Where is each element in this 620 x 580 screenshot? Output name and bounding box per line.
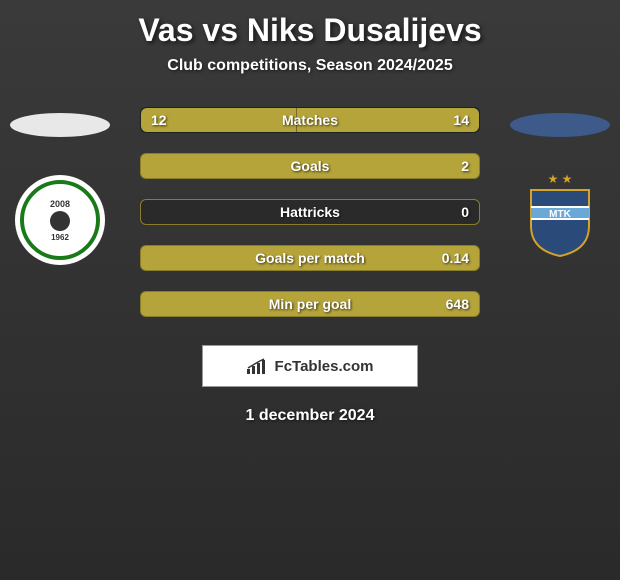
stats-container: 12 Matches 14 Goals 2 Hattricks 0 Goals per mat… bbox=[140, 107, 480, 317]
stat-label: Goals bbox=[291, 158, 330, 174]
branding-text: FcTables.com bbox=[275, 358, 374, 375]
footer-date: 1 december 2024 bbox=[0, 407, 620, 425]
soccer-ball-icon bbox=[50, 211, 70, 231]
stat-row: Goals 2 bbox=[140, 153, 480, 179]
stat-value-right: 2 bbox=[461, 158, 469, 174]
left-logo-year-bottom: 1962 bbox=[51, 233, 69, 242]
shield-icon: MTK bbox=[527, 186, 593, 258]
stat-label: Min per goal bbox=[269, 296, 351, 312]
left-logo-inner: 2008 1962 bbox=[20, 180, 100, 260]
stars-icon: ★ ★ bbox=[548, 172, 573, 186]
stat-row: Goals per match 0.14 bbox=[140, 245, 480, 271]
left-team-logo: 2008 1962 bbox=[15, 175, 105, 265]
stat-value-right: 0 bbox=[461, 204, 469, 220]
stat-value-right: 14 bbox=[453, 112, 469, 128]
right-player-ellipse bbox=[510, 113, 610, 137]
content-area: 2008 1962 ★ ★ MTK 12Matches14G bbox=[0, 107, 620, 317]
left-team-col: 2008 1962 bbox=[10, 107, 110, 265]
stat-value-left: 12 bbox=[151, 112, 167, 128]
stat-value-right: 0.14 bbox=[442, 250, 469, 266]
page-title: Vas vs Niks Dusalijevs bbox=[0, 0, 620, 49]
stat-label: Hattricks bbox=[280, 204, 340, 220]
branding-box: FcTables.com bbox=[202, 345, 418, 387]
chart-icon bbox=[247, 358, 269, 374]
right-team-logo: ★ ★ MTK bbox=[515, 175, 605, 265]
right-logo-inner: ★ ★ MTK bbox=[518, 178, 602, 262]
page-subtitle: Club competitions, Season 2024/2025 bbox=[0, 57, 620, 75]
stat-label: Goals per match bbox=[255, 250, 365, 266]
shield-text: MTK bbox=[549, 209, 571, 220]
left-logo-year-top: 2008 bbox=[50, 199, 70, 209]
stat-row: Hattricks 0 bbox=[140, 199, 480, 225]
right-team-col: ★ ★ MTK bbox=[510, 107, 610, 265]
stat-row: Min per goal 648 bbox=[140, 291, 480, 317]
left-player-ellipse bbox=[10, 113, 110, 137]
stat-value-right: 648 bbox=[446, 296, 469, 312]
stat-label: Matches bbox=[282, 112, 338, 128]
stat-row: 12 Matches 14 bbox=[140, 107, 480, 133]
